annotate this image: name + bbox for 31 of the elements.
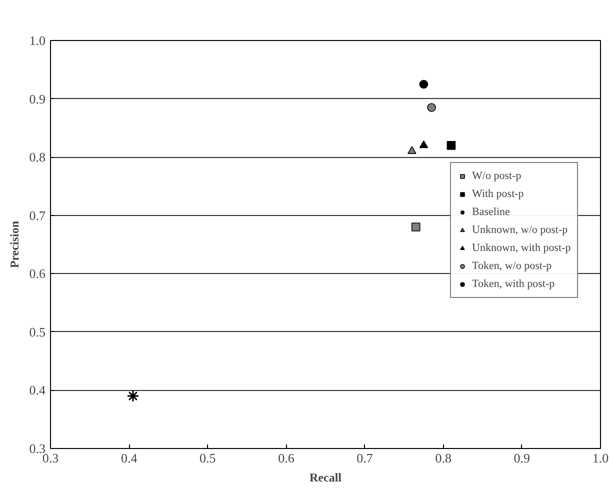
point xyxy=(419,140,428,148)
y-tick-label: 0.9 xyxy=(29,91,46,106)
x-tick-label: 1.0 xyxy=(592,450,609,466)
point xyxy=(446,141,456,150)
point xyxy=(126,390,140,402)
legend-label: Token, w/o post-p xyxy=(472,259,552,273)
y-tick-label: 0.6 xyxy=(29,266,46,282)
point xyxy=(408,146,416,154)
x-tick-label: 0.8 xyxy=(435,450,452,466)
legend-label: W/o post-p xyxy=(472,169,522,183)
x-tick-label: 0.4 xyxy=(120,450,138,466)
y-tick-label: 0.7 xyxy=(29,208,46,223)
y-tick-label: 0.4 xyxy=(29,382,46,398)
legend-label: Unknown, w/o post-p xyxy=(472,223,568,237)
point xyxy=(411,222,420,232)
y-tick-label: 0.5 xyxy=(29,324,46,340)
x-tick-label: 0.9 xyxy=(514,450,530,466)
legend-label: With post-p xyxy=(472,187,524,201)
legend-label: Baseline xyxy=(472,205,510,219)
y-tick-label: 1.0 xyxy=(29,33,46,48)
point xyxy=(419,80,428,89)
y-tick-label: 0.3 xyxy=(29,441,46,456)
legend-label: Unknown, with post-p xyxy=(472,241,571,255)
point xyxy=(427,103,436,112)
legend-label: Token, with post-p xyxy=(472,277,555,291)
y-tick-label: 0.8 xyxy=(29,150,46,165)
x-tick-label: 0.5 xyxy=(200,450,216,466)
x-tick-label: 0.7 xyxy=(356,450,374,466)
x-axis-title: Recall xyxy=(310,470,342,484)
x-tick-label: 0.6 xyxy=(278,450,295,466)
y-axis-title: Precision xyxy=(7,220,22,268)
